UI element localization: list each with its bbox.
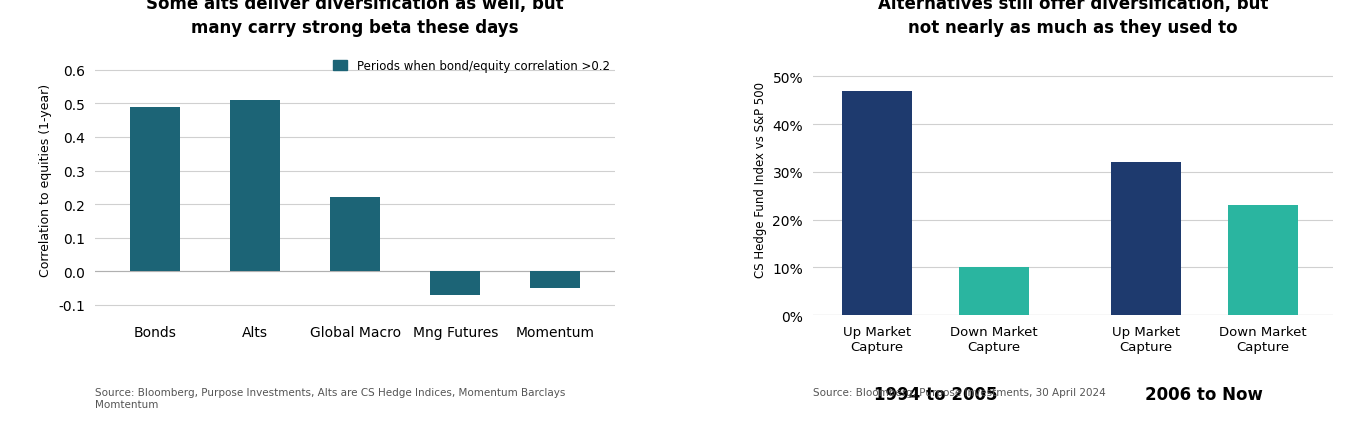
- Bar: [1111, 163, 1180, 315]
- Text: 1994 to 2005: 1994 to 2005: [873, 385, 997, 403]
- Bar: [530, 272, 581, 289]
- Bar: [1228, 206, 1297, 315]
- Bar: [131, 107, 180, 272]
- Y-axis label: Correlation to equities (1-year): Correlation to equities (1-year): [38, 83, 52, 276]
- Title: Some alts deliver diversification as well, but
many carry strong beta these days: Some alts deliver diversification as wel…: [147, 0, 564, 37]
- Bar: [842, 92, 913, 315]
- Text: 2006 to Now: 2006 to Now: [1145, 385, 1263, 403]
- Bar: [430, 272, 480, 295]
- Text: Source: Bloomberg, Purpose Investments, 30 April 2024: Source: Bloomberg, Purpose Investments, …: [813, 388, 1106, 397]
- Bar: [230, 101, 280, 272]
- Title: Alternatives still offer diversification, but
not nearly as much as they used to: Alternatives still offer diversification…: [877, 0, 1268, 37]
- Legend: Periods when bond/equity correlation >0.2: Periods when bond/equity correlation >0.…: [329, 55, 615, 78]
- Bar: [959, 268, 1030, 315]
- Bar: [330, 198, 381, 272]
- Y-axis label: CS Hedge Fund Index vs S&P 500: CS Hedge Fund Index vs S&P 500: [753, 82, 767, 277]
- Text: Source: Bloomberg, Purpose Investments, Alts are CS Hedge Indices, Momentum Barc: Source: Bloomberg, Purpose Investments, …: [95, 388, 566, 409]
